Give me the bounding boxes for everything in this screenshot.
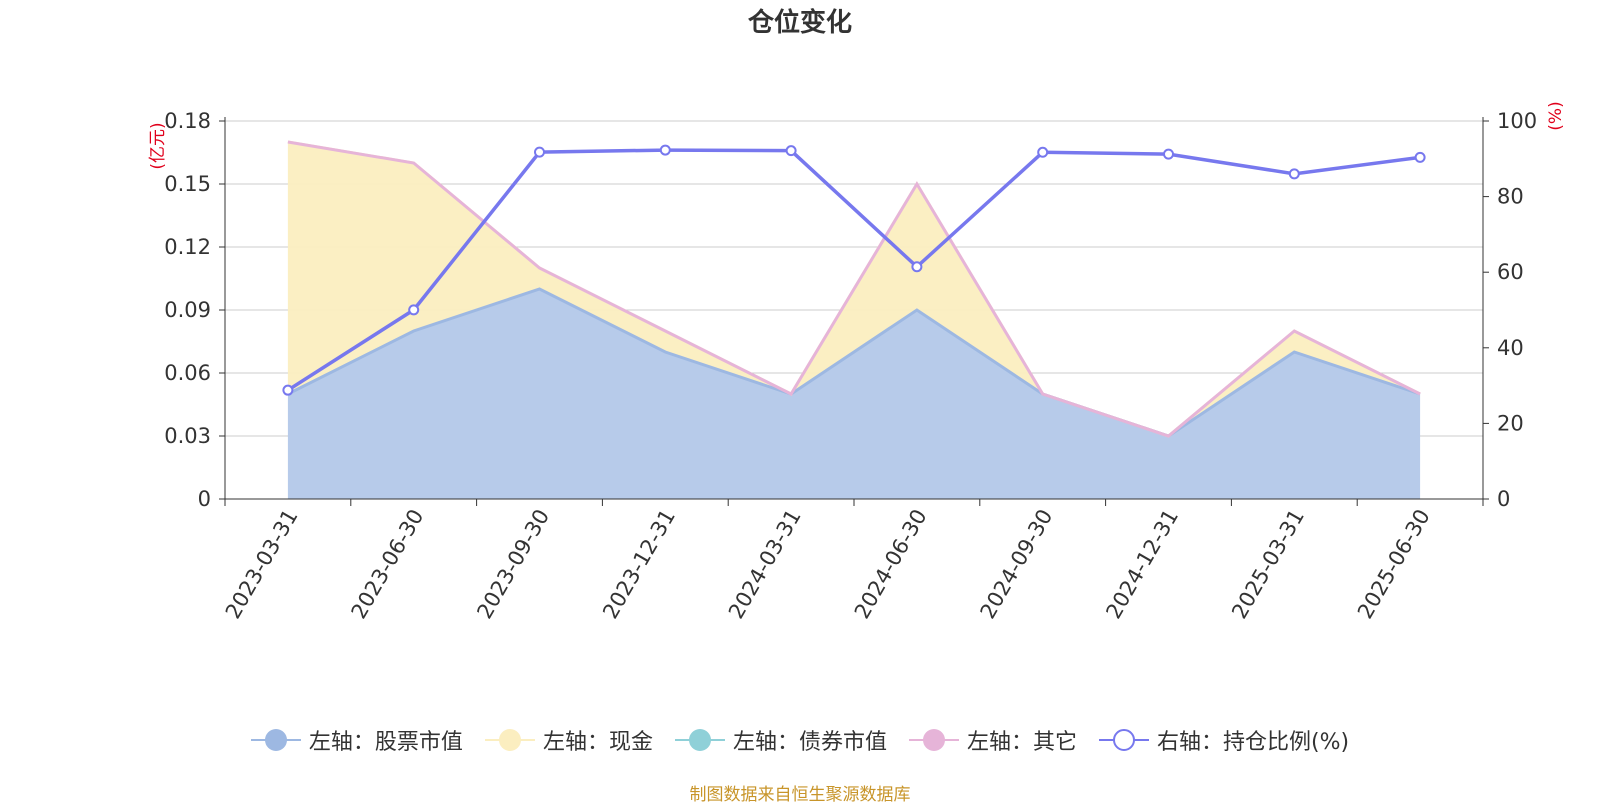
right-axis-tick-label: 100 bbox=[1497, 109, 1537, 133]
ratio-point bbox=[1288, 168, 1300, 180]
legend-label-stock: 左轴：股票市值 bbox=[308, 730, 463, 755]
left-axis-unit: (亿元) bbox=[148, 122, 168, 169]
left-axis-tick-label: 0.18 bbox=[164, 109, 211, 133]
left-axis-tick-label: 0.06 bbox=[164, 361, 211, 385]
right-axis-tick-label: 40 bbox=[1497, 336, 1524, 360]
x-axis-tick-label: 2025-06-30 bbox=[1353, 505, 1435, 623]
x-axis-tick-label: 2023-09-30 bbox=[472, 505, 554, 623]
left-axis-tick-label: 0.12 bbox=[164, 235, 211, 259]
ratio-point bbox=[911, 261, 923, 273]
legend-item-cash[interactable]: 左轴：现金 bbox=[484, 724, 653, 756]
ratio-point bbox=[282, 384, 294, 396]
x-axis-tick-label: 2025-03-31 bbox=[1227, 505, 1309, 623]
legend-item-stock[interactable]: 左轴：股票市值 bbox=[250, 724, 463, 756]
ratio-point bbox=[1414, 151, 1426, 163]
right-axis-tick-label: 0 bbox=[1497, 487, 1510, 511]
ratio-point bbox=[785, 145, 797, 157]
legend-symbol-other bbox=[908, 729, 959, 751]
ratio-point bbox=[534, 146, 545, 158]
legend-label-cash: 左轴：现金 bbox=[542, 730, 653, 755]
x-axis-tick-label: 2024-12-31 bbox=[1101, 505, 1183, 623]
x-axis-tick-label: 2024-09-30 bbox=[976, 505, 1058, 623]
x-axis-tick-label: 2024-03-31 bbox=[724, 505, 806, 623]
ratio-point bbox=[1037, 146, 1049, 158]
other-line bbox=[287, 140, 1421, 438]
right-axis-unit: (%) bbox=[1546, 101, 1566, 130]
legend-symbol-bond bbox=[674, 729, 725, 751]
area-series bbox=[287, 140, 1421, 499]
right-axis-tick-label: 20 bbox=[1497, 411, 1524, 435]
chart-title: 仓位变化 bbox=[747, 8, 852, 38]
left-axis-tick-label: 0.15 bbox=[164, 172, 211, 196]
legend-symbol-ratio bbox=[1098, 729, 1149, 751]
legend-item-bond[interactable]: 左轴：债券市值 bbox=[674, 724, 887, 756]
left-axis-tick-label: 0.03 bbox=[164, 424, 211, 448]
stock-line bbox=[287, 287, 1421, 438]
legend-symbol-stock bbox=[250, 729, 301, 751]
ratio-line-series bbox=[282, 144, 1426, 396]
ratio-point bbox=[659, 144, 671, 156]
legend-symbol-cash bbox=[484, 729, 535, 751]
x-axis-tick-label: 2024-06-30 bbox=[850, 505, 932, 623]
legend: 左轴：股票市值 左轴：现金 左轴：债券市值 左轴：其它 右轴：持仓比例(%) bbox=[0, 718, 1600, 762]
legend-label-ratio: 右轴：持仓比例(%) bbox=[1156, 730, 1350, 755]
ratio-point bbox=[1163, 148, 1174, 160]
ratio-point bbox=[408, 304, 420, 316]
legend-item-ratio[interactable]: 右轴：持仓比例(%) bbox=[1098, 724, 1350, 756]
x-axis-tick-label: 2023-12-31 bbox=[598, 505, 680, 623]
data-source-footer: 制图数据来自恒生聚源数据库 bbox=[689, 785, 911, 805]
right-axis-tick-label: 60 bbox=[1497, 260, 1524, 284]
legend-label-other: 左轴：其它 bbox=[966, 730, 1077, 755]
left-axis-tick-label: 0 bbox=[198, 487, 211, 511]
stock-area bbox=[287, 289, 1421, 499]
right-axis-tick-label: 80 bbox=[1497, 185, 1524, 209]
legend-item-other[interactable]: 左轴：其它 bbox=[908, 724, 1077, 756]
x-axis-tick-label: 2023-06-30 bbox=[347, 505, 429, 623]
left-axis-tick-label: 0.09 bbox=[164, 298, 211, 322]
legend-label-bond: 左轴：债券市值 bbox=[732, 730, 887, 755]
x-axis-tick-label: 2023-03-31 bbox=[221, 505, 303, 623]
ratio-line bbox=[286, 148, 1421, 392]
